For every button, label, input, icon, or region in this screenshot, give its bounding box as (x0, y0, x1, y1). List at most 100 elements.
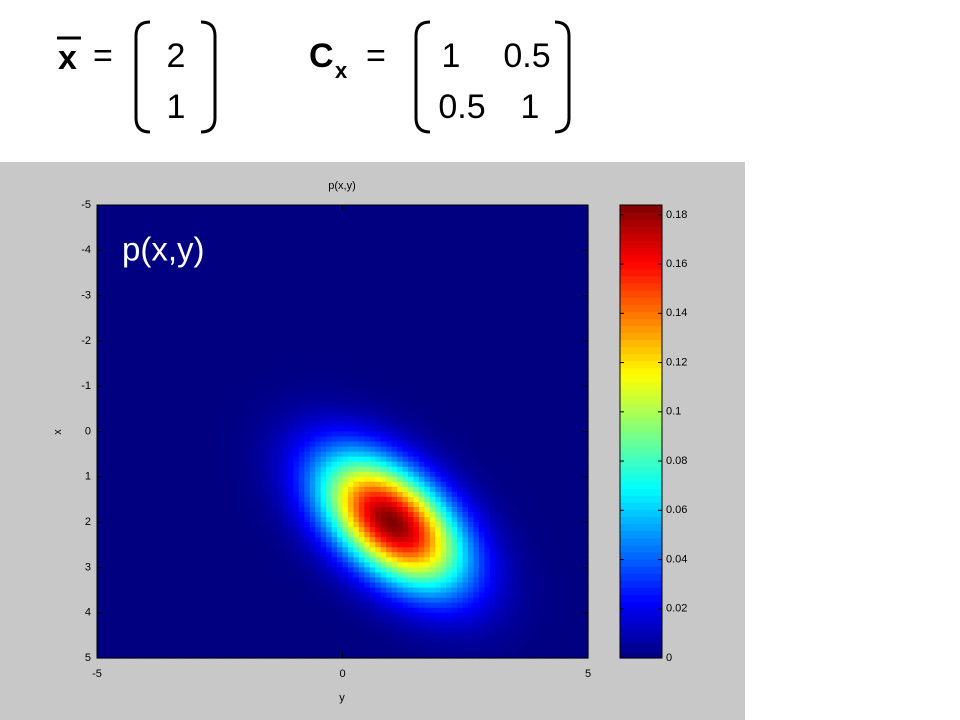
density-cell (380, 225, 387, 231)
density-cell (118, 406, 125, 412)
density-cell (424, 235, 431, 241)
density-cell (320, 295, 327, 302)
density-cell (522, 210, 529, 216)
density-cell (478, 411, 485, 417)
density-cell (506, 356, 513, 362)
density-cell (304, 305, 311, 312)
density-cell (146, 446, 153, 453)
density-cell (435, 270, 442, 277)
density-cell (429, 381, 436, 387)
density-cell (298, 270, 305, 277)
density-cell (462, 305, 469, 312)
density-cell (467, 386, 475, 392)
density-cell (577, 215, 584, 221)
density-cell (135, 210, 142, 216)
density-cell (571, 381, 578, 387)
density-cell (124, 300, 131, 307)
density-cell (206, 396, 213, 402)
density-cell (457, 396, 464, 402)
density-cell (293, 245, 300, 251)
density-cell (157, 225, 164, 231)
density-cell (211, 406, 218, 412)
density-cell (173, 376, 180, 382)
density-cell (347, 396, 355, 402)
density-cell (195, 255, 202, 261)
density-cell (342, 205, 349, 211)
density-cell (244, 255, 251, 261)
density-cell (157, 330, 164, 337)
density-cell (309, 215, 316, 221)
density-cell (446, 340, 453, 347)
density-cell (571, 290, 578, 297)
density-cell (260, 376, 267, 382)
density-cell (118, 240, 125, 246)
density-cell (337, 366, 344, 372)
density-cell (353, 426, 360, 433)
density-cell (451, 401, 458, 407)
density-cell (397, 446, 404, 453)
density-cell (157, 205, 164, 211)
density-cell (222, 220, 229, 226)
density-cell (282, 396, 289, 402)
density-cell (369, 371, 376, 377)
density-cell (424, 426, 431, 433)
density-cell (386, 381, 393, 387)
density-cell (217, 210, 224, 216)
density-cell (167, 476, 174, 483)
density-cell (571, 356, 578, 362)
density-cell (342, 335, 349, 342)
density-cell (178, 310, 185, 317)
density-cell (440, 210, 447, 216)
density-cell (320, 280, 327, 287)
density-cell (517, 451, 524, 458)
density-cell (173, 436, 180, 443)
density-cell (500, 305, 507, 312)
density-cell (107, 230, 114, 236)
density-cell (440, 265, 447, 272)
density-cell (113, 356, 120, 362)
density-cell (293, 240, 300, 246)
density-cell (342, 476, 349, 483)
density-cell (533, 471, 540, 478)
density-cell (462, 456, 469, 463)
density-cell (555, 275, 562, 282)
density-cell (266, 260, 273, 266)
density-cell (337, 406, 344, 412)
density-cell (418, 361, 425, 367)
density-cell (478, 330, 485, 337)
density-cell (511, 426, 518, 433)
density-cell (435, 205, 442, 211)
density-cell (118, 225, 125, 231)
density-cell (124, 366, 131, 372)
density-cell (298, 330, 305, 337)
density-cell (124, 446, 131, 453)
density-cell (413, 320, 420, 327)
density-cell (418, 391, 425, 397)
density-cell (97, 451, 104, 458)
density-cell (467, 220, 475, 226)
density-cell (429, 471, 436, 478)
density-cell (271, 235, 278, 241)
density-cell (271, 295, 278, 302)
density-cell (173, 305, 180, 312)
density-cell (571, 441, 578, 448)
density-cell (260, 240, 267, 246)
density-cell (157, 371, 164, 377)
density-cell (544, 260, 551, 266)
density-cell (326, 411, 333, 417)
density-cell (457, 310, 464, 317)
density-cell (440, 205, 447, 211)
density-cell (533, 431, 540, 438)
density-cell (167, 381, 174, 387)
density-cell (364, 416, 371, 423)
density-cell (129, 436, 136, 443)
density-cell (369, 361, 376, 367)
density-cell (555, 411, 562, 417)
density-cell (227, 436, 234, 443)
density-cell (506, 391, 513, 397)
density-cell (146, 376, 153, 382)
density-cell (102, 396, 109, 402)
density-cell (97, 345, 104, 352)
density-cell (495, 361, 502, 367)
density-cell (457, 295, 464, 302)
